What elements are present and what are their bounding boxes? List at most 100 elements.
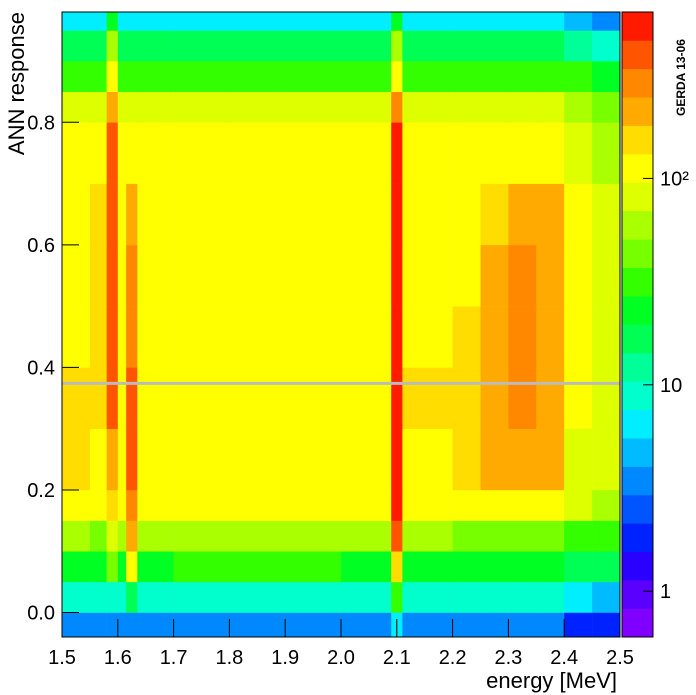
heatmap-cell xyxy=(173,520,230,552)
heatmap-cell xyxy=(402,30,453,62)
heatmap-cell xyxy=(89,91,107,123)
heatmap-cell xyxy=(341,12,392,31)
heatmap-cell xyxy=(564,306,593,368)
heatmap-cell xyxy=(117,581,127,613)
heatmap-cell xyxy=(117,61,127,92)
heatmap-cell xyxy=(536,489,565,521)
heatmap-cell xyxy=(564,367,593,429)
heatmap-cell xyxy=(452,30,481,62)
heatmap-cell xyxy=(89,122,107,184)
heatmap-cell xyxy=(536,520,565,552)
heatmap-cell xyxy=(89,581,107,613)
heatmap-cell xyxy=(564,612,593,638)
heatmap-cell xyxy=(117,183,127,246)
heatmap-cell xyxy=(391,122,403,184)
heatmap-cell xyxy=(480,91,509,123)
heatmap-cell xyxy=(402,61,453,92)
heatmap-cell xyxy=(536,428,565,491)
heatmap-cell xyxy=(402,12,453,31)
heatmap-cell xyxy=(285,612,342,638)
heatmap-cell xyxy=(402,428,453,491)
heatmap-cell xyxy=(89,61,107,92)
heatmap-cell xyxy=(229,612,286,638)
heatmap-cell xyxy=(564,61,593,92)
x-tick-label: 2.1 xyxy=(383,647,411,669)
heatmap-cell xyxy=(137,61,174,92)
heatmap-cell xyxy=(592,12,621,31)
heatmap-cell xyxy=(480,183,509,246)
heatmap-cell xyxy=(480,428,509,491)
heatmap-cell xyxy=(62,12,91,31)
heatmap-cell xyxy=(536,244,565,307)
heatmap-cell xyxy=(508,61,537,92)
heatmap-cell xyxy=(480,581,509,613)
color-bar-band xyxy=(622,438,653,467)
heatmap-cell xyxy=(592,183,621,246)
y-axis-label: ANN response xyxy=(4,12,29,155)
heatmap-cell xyxy=(564,520,593,552)
heatmap-cell xyxy=(592,61,621,92)
heatmap-cell xyxy=(106,551,119,583)
heatmap-cell xyxy=(592,306,621,368)
heatmap-cell xyxy=(508,306,537,368)
heatmap-cell xyxy=(229,12,286,31)
heatmap-cell xyxy=(480,122,509,184)
x-tick-label: 2.2 xyxy=(439,647,467,669)
y-tick-label: 0.0 xyxy=(27,602,55,624)
x-tick-label: 1.6 xyxy=(104,647,132,669)
heatmap-cell xyxy=(106,61,119,92)
color-bar-band xyxy=(622,523,653,553)
color-bar-band xyxy=(622,296,653,325)
heatmap-cell xyxy=(564,183,593,246)
heatmap-cell xyxy=(341,581,392,613)
heatmap-cell xyxy=(480,30,509,62)
heatmap-cell xyxy=(592,91,621,123)
heatmap-cell xyxy=(508,12,537,31)
heatmap-cell xyxy=(341,122,392,184)
heatmap-cell xyxy=(452,489,481,521)
heatmap-cell xyxy=(536,612,565,638)
heatmap-cell xyxy=(89,244,107,307)
heatmap-cell xyxy=(508,183,537,246)
color-bar-band xyxy=(622,267,653,297)
heatmap-cell xyxy=(173,428,230,491)
heatmap-cell xyxy=(106,489,119,521)
heatmap-cell xyxy=(391,183,403,246)
color-bar-band xyxy=(622,97,653,126)
heatmap-cell xyxy=(62,122,91,184)
color-bar-band xyxy=(622,324,653,354)
heatmap-cell xyxy=(452,122,481,184)
heatmap-cell xyxy=(126,612,138,638)
heatmap-cell xyxy=(536,12,565,31)
heatmap-cell xyxy=(62,489,91,521)
heatmap-cell xyxy=(173,612,230,638)
heatmap-cell xyxy=(106,30,119,62)
color-bar-band xyxy=(622,239,653,268)
color-bar-band xyxy=(622,125,653,155)
heatmap-cell xyxy=(391,91,403,123)
color-bar-tick-label: 10 xyxy=(660,375,682,397)
heatmap-cell xyxy=(592,367,621,429)
heatmap-cell xyxy=(452,12,481,31)
heatmap-cell xyxy=(536,91,565,123)
heatmap-cell xyxy=(173,367,230,429)
heatmap-cell xyxy=(89,306,107,368)
heatmap-cell xyxy=(285,30,342,62)
heatmap-cell xyxy=(117,489,127,521)
heatmap-cell xyxy=(229,581,286,613)
heatmap-cell xyxy=(126,551,138,583)
heatmap-cell xyxy=(173,183,230,246)
heatmap-cell xyxy=(285,244,342,307)
heatmap-cell xyxy=(229,367,286,429)
heatmap-cell xyxy=(402,367,453,429)
heatmap-cell xyxy=(117,30,127,62)
heatmap-cell xyxy=(106,244,119,307)
heatmap-cell xyxy=(229,306,286,368)
heatmap-cell xyxy=(536,122,565,184)
heatmap-cell xyxy=(229,122,286,184)
heatmap-cell xyxy=(137,12,174,31)
heatmap-cell xyxy=(592,581,621,613)
heatmap-cell xyxy=(126,30,138,62)
heatmap-cell xyxy=(536,183,565,246)
